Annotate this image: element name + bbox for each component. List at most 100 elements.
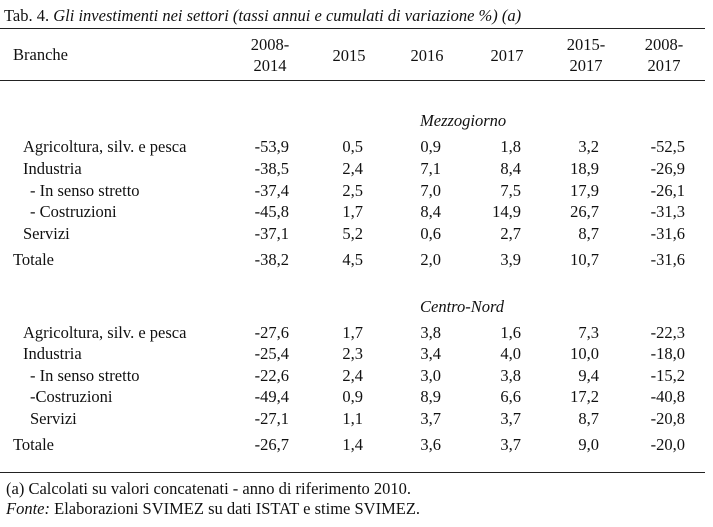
cell: 7,3 bbox=[578, 323, 599, 342]
cell: -18,0 bbox=[650, 344, 685, 363]
cell: -31,3 bbox=[650, 202, 685, 221]
cell: 2,4 bbox=[342, 159, 363, 178]
cell: 2,7 bbox=[500, 224, 521, 243]
row-label: -Costruzioni bbox=[30, 387, 113, 406]
cell: 3,4 bbox=[420, 344, 441, 363]
source-text: Elaborazioni SVIMEZ su dati ISTAT e stim… bbox=[49, 499, 421, 518]
header-2015-2017: 2015- 2017 bbox=[566, 35, 606, 75]
cell: -20,0 bbox=[650, 435, 685, 454]
row-label: - In senso stretto bbox=[30, 366, 140, 385]
cell: 3,7 bbox=[500, 435, 521, 454]
cell: 3,0 bbox=[420, 366, 441, 385]
cell: 17,9 bbox=[570, 181, 599, 200]
header-2008-2014: 2008- 2014 bbox=[250, 35, 290, 75]
row-label: - In senso stretto bbox=[30, 181, 140, 200]
cell: -53,9 bbox=[254, 137, 289, 156]
cell: -52,5 bbox=[650, 137, 685, 156]
cell: 1,4 bbox=[342, 435, 363, 454]
header-rule bbox=[0, 80, 705, 81]
cell: 0,5 bbox=[342, 137, 363, 156]
row-label: - Costruzioni bbox=[30, 202, 117, 221]
cell: 2,5 bbox=[342, 181, 363, 200]
cell: -37,4 bbox=[254, 181, 289, 200]
cell: -27,6 bbox=[254, 323, 289, 342]
cell: 17,2 bbox=[570, 387, 599, 406]
cell: -26,9 bbox=[650, 159, 685, 178]
cell: 1,7 bbox=[342, 202, 363, 221]
cell: 3,2 bbox=[578, 137, 599, 156]
source-label: Fonte: bbox=[6, 499, 50, 518]
cell: 6,6 bbox=[500, 387, 521, 406]
cell: 7,5 bbox=[500, 181, 521, 200]
cell: 3,6 bbox=[420, 435, 441, 454]
cell: 4,0 bbox=[500, 344, 521, 363]
cell: -27,1 bbox=[254, 409, 289, 428]
header-2017: 2017 bbox=[490, 46, 524, 65]
cell: 1,7 bbox=[342, 323, 363, 342]
cell: 2,0 bbox=[420, 250, 441, 269]
cell: -22,3 bbox=[650, 323, 685, 342]
cell: 2,3 bbox=[342, 344, 363, 363]
cell: 1,6 bbox=[500, 323, 521, 342]
section-title-centro-nord: Centro-Nord bbox=[420, 297, 505, 316]
cell: -38,5 bbox=[254, 159, 289, 178]
cell: -20,8 bbox=[650, 409, 685, 428]
table-title: Tab. 4. Gli investimenti nei settori (ta… bbox=[4, 6, 521, 26]
cell: -31,6 bbox=[650, 224, 685, 243]
cell: -45,8 bbox=[254, 202, 289, 221]
cell: 3,7 bbox=[420, 409, 441, 428]
cell: 14,9 bbox=[492, 202, 521, 221]
cell: 8,7 bbox=[578, 224, 599, 243]
row-label: Servizi bbox=[30, 409, 77, 428]
top-rule bbox=[0, 28, 705, 29]
cell: 4,5 bbox=[342, 250, 363, 269]
cell: 7,1 bbox=[420, 159, 441, 178]
cell: 8,4 bbox=[420, 202, 441, 221]
cell: 1,1 bbox=[342, 409, 363, 428]
cell: 3,8 bbox=[420, 323, 441, 342]
cell: 3,8 bbox=[500, 366, 521, 385]
header-branche: Branche bbox=[13, 45, 68, 64]
row-label: Industria bbox=[23, 159, 82, 178]
source-note: Fonte: Elaborazioni SVIMEZ su dati ISTAT… bbox=[6, 499, 420, 519]
cell: 9,4 bbox=[578, 366, 599, 385]
cell: -26,1 bbox=[650, 181, 685, 200]
footnote-a: (a) Calcolati su valori concatenati - an… bbox=[6, 479, 412, 498]
bottom-rule bbox=[0, 472, 705, 473]
header-2008-2017: 2008- 2017 bbox=[644, 35, 684, 75]
header-2015: 2015 bbox=[332, 46, 366, 65]
cell: 0,6 bbox=[420, 224, 441, 243]
table-caption: Gli investimenti nei settori (tassi annu… bbox=[53, 6, 522, 25]
cell: -22,6 bbox=[254, 366, 289, 385]
cell: 10,7 bbox=[570, 250, 599, 269]
row-label: Industria bbox=[23, 344, 82, 363]
row-label-totale: Totale bbox=[13, 435, 54, 454]
row-label: Agricoltura, silv. e pesca bbox=[23, 137, 187, 156]
cell: 7,0 bbox=[420, 181, 441, 200]
row-label: Servizi bbox=[23, 224, 70, 243]
cell: -38,2 bbox=[254, 250, 289, 269]
cell: 3,9 bbox=[500, 250, 521, 269]
cell: 8,4 bbox=[500, 159, 521, 178]
cell: 1,8 bbox=[500, 137, 521, 156]
cell: -37,1 bbox=[254, 224, 289, 243]
cell: 8,7 bbox=[578, 409, 599, 428]
cell: 26,7 bbox=[570, 202, 599, 221]
cell: 3,7 bbox=[500, 409, 521, 428]
cell: -49,4 bbox=[254, 387, 289, 406]
cell: 0,9 bbox=[420, 137, 441, 156]
cell: 8,9 bbox=[420, 387, 441, 406]
cell: 18,9 bbox=[570, 159, 599, 178]
row-label-totale: Totale bbox=[13, 250, 54, 269]
cell: -15,2 bbox=[650, 366, 685, 385]
cell: -25,4 bbox=[254, 344, 289, 363]
cell: -26,7 bbox=[254, 435, 289, 454]
cell: 9,0 bbox=[578, 435, 599, 454]
cell: 2,4 bbox=[342, 366, 363, 385]
cell: 0,9 bbox=[342, 387, 363, 406]
table-number: Tab. 4. bbox=[4, 6, 50, 25]
header-2016: 2016 bbox=[410, 46, 444, 65]
row-label: Agricoltura, silv. e pesca bbox=[23, 323, 187, 342]
cell: 10,0 bbox=[570, 344, 599, 363]
section-title-mezzogiorno: Mezzogiorno bbox=[420, 111, 507, 130]
